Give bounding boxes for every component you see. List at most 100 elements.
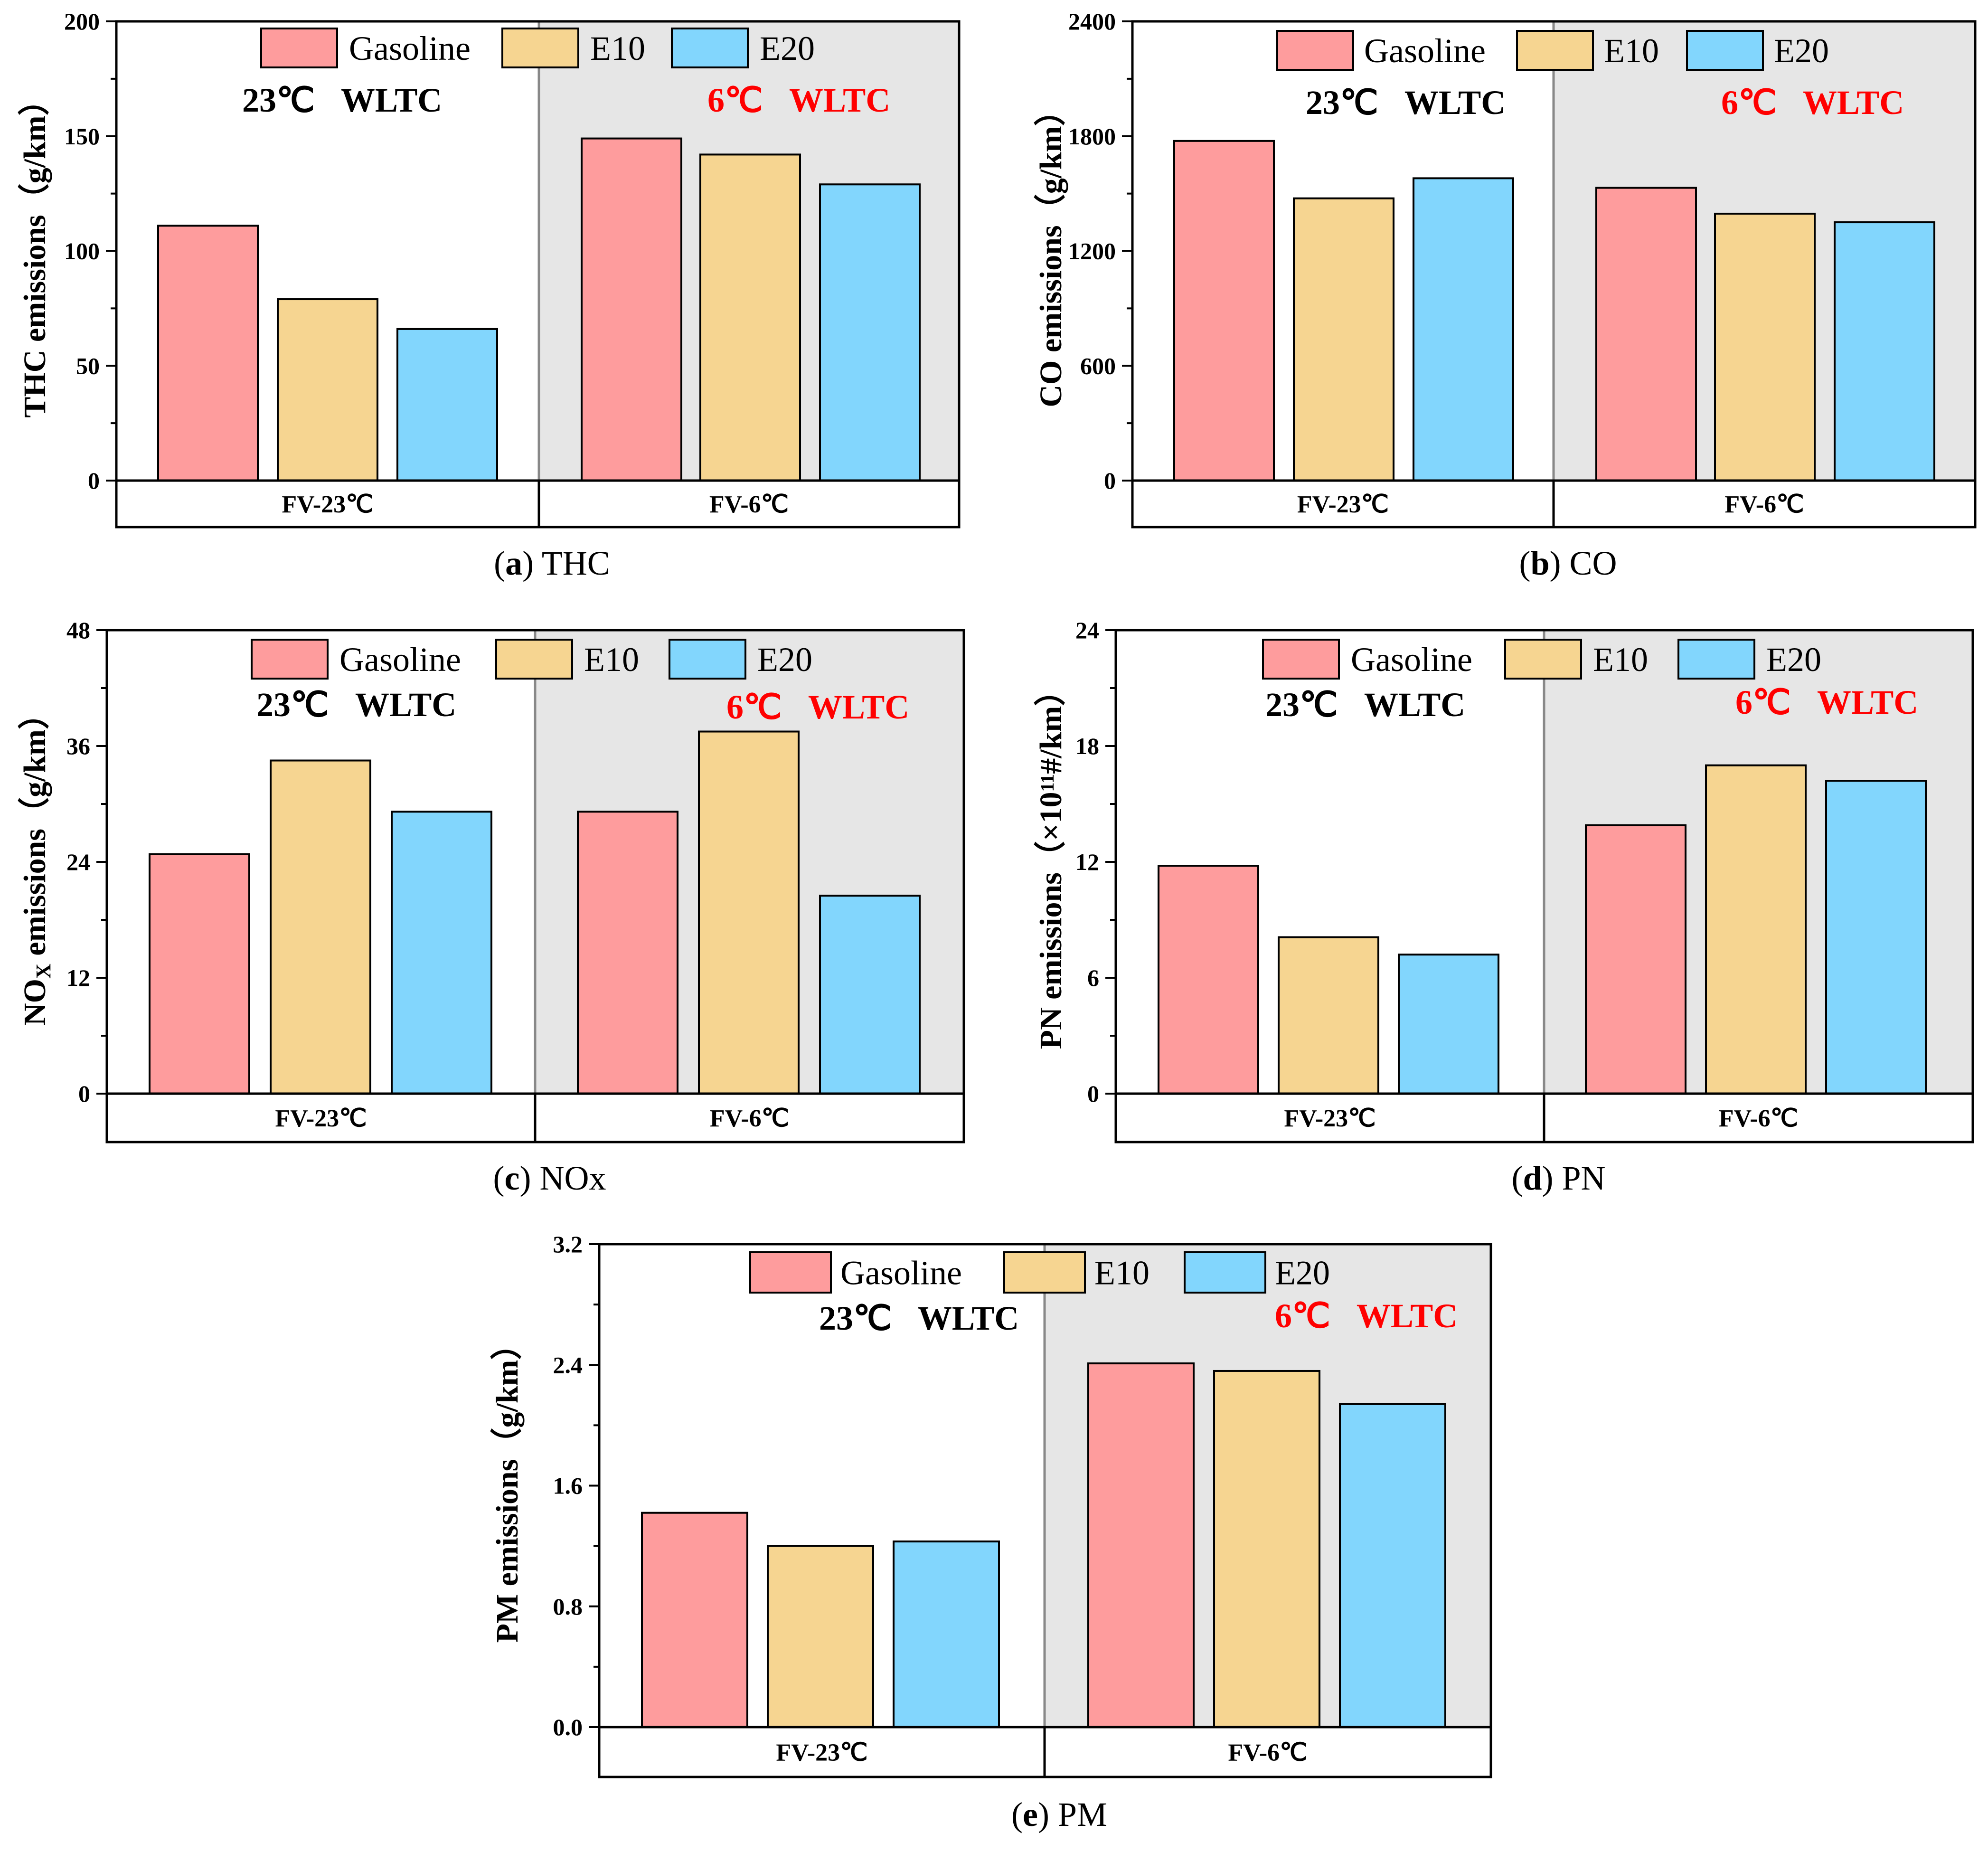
panel-caption: (c) NOx <box>493 1159 606 1197</box>
bar-gasoline-fv-6c <box>577 811 678 1095</box>
legend-label-gasoline: Gasoline <box>349 29 471 67</box>
y-tick-label: 24 <box>1075 617 1099 643</box>
y-tick-label: 0 <box>88 467 100 494</box>
y-axis-label: PN emissions（×1011#/km） <box>1033 675 1068 1049</box>
y-tick-label: 50 <box>76 352 100 379</box>
legend-swatch-gasoline <box>1262 639 1340 680</box>
bar-e20-fv-6c <box>1339 1403 1446 1729</box>
bar-e10-fv-23c <box>767 1545 874 1728</box>
legend-label-e20: E20 <box>760 29 815 67</box>
bar-e20-fv-23c <box>396 328 498 482</box>
y-tick-label: 12 <box>1075 849 1099 875</box>
condition-label-6c: 6℃ WLTC <box>707 81 890 119</box>
legend-swatch-e20 <box>1677 639 1755 680</box>
bar-e20-fv-23c <box>893 1540 1000 1728</box>
bar-e20-fv-23c <box>391 811 492 1095</box>
panel-caption: (b) CO <box>1519 544 1617 582</box>
category-label-fv-6c: FV-6℃ <box>710 1105 789 1132</box>
chart-panel-a: FV-23℃ FV-6℃ 0 50 100 150 200 THC emissions（g/k… <box>17 8 961 582</box>
y-tick-label: 600 <box>1080 352 1116 379</box>
y-tick-label: 150 <box>64 123 100 150</box>
condition-label-6c: 6℃ WLTC <box>1721 84 1904 122</box>
bar-e10-fv-23c <box>1293 197 1394 482</box>
category-label-fv-23c: FV-23℃ <box>776 1739 867 1767</box>
legend-swatch-e10 <box>1003 1251 1086 1294</box>
legend-label-gasoline: Gasoline <box>840 1254 962 1292</box>
legend-swatch-gasoline <box>1276 30 1354 71</box>
category-label-fv-23c: FV-23℃ <box>275 1105 367 1132</box>
y-tick-label: 1.6 <box>553 1473 583 1499</box>
condition-label-6c: 6℃ WLTC <box>726 688 909 726</box>
bar-gasoline-fv-23c <box>1173 140 1275 482</box>
condition-label-23c: 23℃ WLTC <box>819 1299 1019 1337</box>
legend-label-e20: E20 <box>757 641 812 679</box>
condition-label-23c: 23℃ WLTC <box>242 81 442 119</box>
legend-label-e10: E10 <box>590 29 645 67</box>
category-label-fv-6c: FV-6℃ <box>1228 1739 1307 1767</box>
panel-caption: (e) PM <box>1011 1795 1107 1833</box>
condition-label-23c: 23℃ WLTC <box>1265 686 1465 724</box>
legend-swatch-e10 <box>1516 30 1594 71</box>
legend-swatch-e10 <box>1504 639 1582 680</box>
bar-e10-fv-6c <box>1213 1370 1320 1728</box>
y-tick-label: 2400 <box>1068 8 1116 35</box>
y-tick-label: 100 <box>64 238 100 265</box>
bar-gasoline-fv-6c <box>1087 1362 1195 1728</box>
bar-e10-fv-6c <box>699 153 801 482</box>
legend-label-e10: E10 <box>1593 641 1648 679</box>
y-tick-label: 1200 <box>1068 238 1116 265</box>
legend-label-e10: E10 <box>1604 32 1659 70</box>
y-axis-label: NOX emissions（g/km） <box>17 698 55 1026</box>
bar-gasoline-fv-6c <box>1585 824 1687 1095</box>
y-axis-label: PM emissions（g/km） <box>490 1329 525 1643</box>
condition-label-6c: 6℃ WLTC <box>1735 683 1918 721</box>
bar-e20-fv-6c <box>819 895 921 1095</box>
y-axis-label: CO emissions（g/km） <box>1033 94 1068 407</box>
panel-caption: (d) PN <box>1511 1159 1605 1197</box>
y-tick-label: 200 <box>64 8 100 35</box>
legend-swatch-gasoline <box>749 1251 832 1294</box>
y-tick-label: 24 <box>66 849 90 875</box>
bar-gasoline-fv-6c <box>581 137 682 482</box>
legend-label-e20: E20 <box>1774 32 1829 70</box>
category-label-fv-23c: FV-23℃ <box>1297 491 1389 518</box>
chart-panel-b: FV-23℃ FV-6℃ 0 600 1200 1800 2400 CO emissions（… <box>1033 8 1977 582</box>
bar-e20-fv-23c <box>1413 177 1514 482</box>
legend-label-gasoline: Gasoline <box>1364 32 1486 70</box>
legend-swatch-gasoline <box>260 28 338 68</box>
y-tick-label: 1800 <box>1068 123 1116 150</box>
category-label-fv-6c: FV-6℃ <box>1724 491 1804 518</box>
y-tick-label: 2.4 <box>553 1351 583 1378</box>
bar-gasoline-fv-23c <box>1158 865 1259 1095</box>
bar-gasoline-fv-23c <box>157 225 259 482</box>
condition-label-23c: 23℃ WLTC <box>1306 84 1506 122</box>
category-label-fv-23c: FV-23℃ <box>1284 1105 1376 1132</box>
legend-label-e20: E20 <box>1275 1254 1330 1292</box>
chart-panel-d: FV-23℃ FV-6℃ 0 6 12 18 24 PN emissions（×1011#/k… <box>1033 617 1974 1197</box>
legend-swatch-e10 <box>495 639 573 680</box>
condition-label-6c: 6℃ WLTC <box>1275 1297 1458 1335</box>
y-tick-label: 0 <box>1104 467 1116 494</box>
legend-swatch-e20 <box>671 28 749 68</box>
y-tick-label: 0.0 <box>553 1714 583 1740</box>
legend-swatch-e10 <box>501 28 579 68</box>
panel-caption: (a) THC <box>494 544 610 582</box>
bar-e20-fv-6c <box>1834 221 1935 482</box>
legend-label-e10: E10 <box>584 641 639 679</box>
category-label-fv-6c: FV-6℃ <box>709 491 789 518</box>
legend-label-gasoline: Gasoline <box>1351 641 1472 679</box>
bar-e20-fv-23c <box>1398 954 1499 1095</box>
bar-e10-fv-23c <box>1278 936 1379 1095</box>
condition-label-23c: 23℃ WLTC <box>256 686 456 724</box>
chart-panel-e: FV-23℃ FV-6℃ 0.0 0.8 1.6 2.4 3.2 PM emissions（g… <box>490 1231 1492 1833</box>
y-tick-label: 3.2 <box>553 1231 583 1257</box>
bar-gasoline-fv-6c <box>1595 187 1697 482</box>
y-tick-label: 36 <box>66 733 90 759</box>
bar-e10-fv-23c <box>277 298 378 482</box>
category-label-fv-6c: FV-6℃ <box>1719 1105 1798 1132</box>
y-tick-label: 12 <box>66 964 90 991</box>
legend-swatch-e20 <box>669 639 746 680</box>
legend-label-e10: E10 <box>1094 1254 1149 1292</box>
bar-gasoline-fv-23c <box>641 1512 748 1729</box>
